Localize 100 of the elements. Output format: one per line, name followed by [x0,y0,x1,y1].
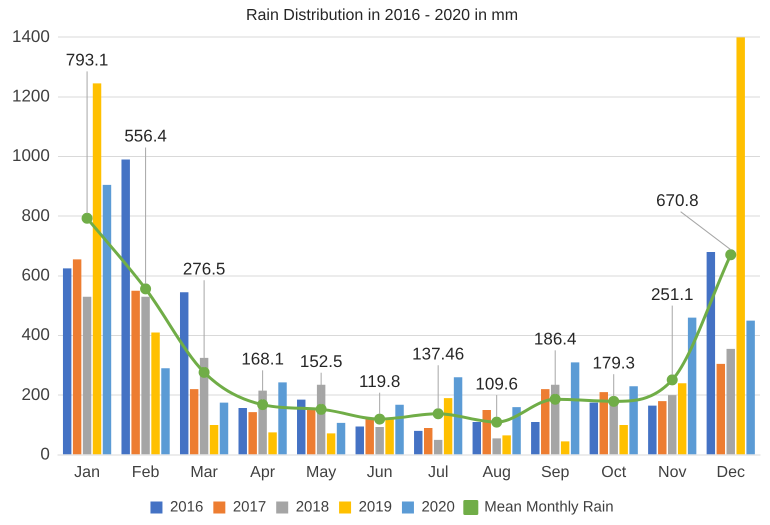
bar [658,401,667,454]
point [374,414,386,425]
y-tick-label: 800 [21,206,50,225]
bar [472,422,482,454]
data-label: 556.4 [124,126,167,146]
bar [62,268,72,454]
bar [678,383,686,454]
x-tick-label: Jan [74,464,100,481]
bar [424,428,432,454]
bar [220,402,228,454]
x-tick-label: Apr [250,464,276,481]
point [316,404,327,415]
x-tick-label: Mar [190,464,219,481]
bar [131,290,140,454]
bar [706,252,716,454]
bar [482,410,491,454]
bar [570,362,580,454]
bar [609,404,618,454]
x-tick-label: Aug [482,464,511,481]
bar [121,159,130,454]
bar [600,392,608,454]
bar [502,435,511,454]
bar [688,318,696,454]
bar [375,427,384,454]
legend-label: 2018 [296,498,330,516]
bar [668,395,676,454]
point [432,408,444,420]
x-tick-label: Jun [366,464,393,481]
bar [560,441,570,454]
y-tick-label: 400 [21,325,50,344]
bar [454,377,462,454]
x-tick-label: Sep [540,464,570,481]
bar [326,433,336,454]
bar [151,332,160,454]
bar [238,408,247,454]
bar [434,440,442,454]
point [608,396,620,407]
x-tick-label: Nov [658,464,686,481]
y-tick-label: 1400 [12,26,50,46]
data-label: 251.1 [650,284,694,304]
data-label: 137.46 [412,344,464,364]
point [140,283,152,294]
point [725,249,736,260]
legend-label: 2017 [232,498,266,516]
bar [648,406,657,454]
bar [444,398,452,454]
point [82,212,93,224]
data-label: 168.1 [241,350,284,369]
point [257,399,268,410]
bar [306,409,316,454]
y-tick-label: 200 [21,384,50,404]
bar [72,259,82,454]
data-label: 152.5 [300,352,342,371]
x-tick-label: Dec [716,464,745,481]
data-label: 119.8 [359,372,400,391]
bar [395,404,404,454]
bar [365,419,374,454]
x-tick-label: Oct [601,464,627,481]
bar [102,184,112,454]
y-tick-label: 1000 [12,146,50,166]
bar [190,389,198,454]
bar [385,419,394,454]
bar [492,438,501,454]
y-tick-label: 0 [40,444,50,464]
bar [590,402,598,454]
y-tick-label: 600 [21,266,50,285]
data-label: 179.3 [592,353,635,372]
legend-label: Mean Monthly Rain [484,498,614,516]
bar [629,386,638,454]
bar [512,407,521,454]
bar [268,432,277,454]
bar [248,412,257,454]
bar [414,430,422,454]
bar [541,389,550,454]
bar [161,368,170,454]
x-tick-label: Feb [132,464,160,481]
bar [141,296,150,454]
chart-title: Rain Distribution in 2016 - 2020 in mm [246,7,518,24]
point [491,416,502,428]
point [666,374,678,386]
bar [336,422,346,454]
bar [278,382,287,454]
bar [180,292,188,454]
legend-label: 2020 [421,498,455,516]
bar [92,83,102,454]
point [198,366,210,378]
y-tick-label: 1200 [12,86,50,106]
bar [297,400,306,454]
bar [531,422,540,454]
data-label: 670.8 [656,190,699,210]
bar [726,348,735,454]
bar [716,364,726,454]
legend-label: 2016 [170,498,204,516]
bar [746,320,755,454]
point [550,394,561,405]
data-label: 793.1 [66,50,108,70]
bar [619,424,628,454]
legend-label: 2019 [358,498,392,516]
data-label: 276.5 [182,259,226,278]
bar [82,296,92,454]
